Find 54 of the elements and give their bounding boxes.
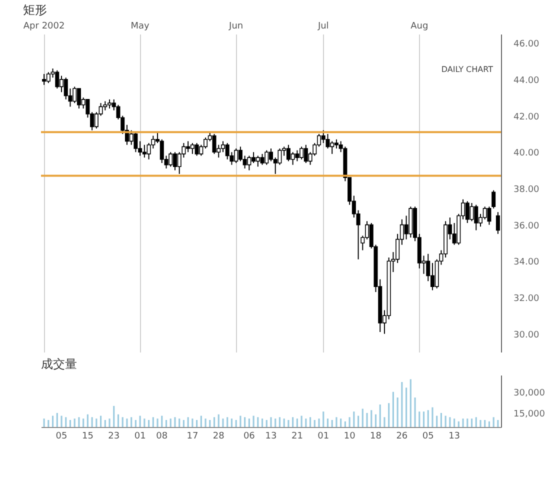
x-tick-label: 10 — [344, 432, 356, 442]
y-tick-label: 46.00 — [514, 40, 540, 50]
candlestick — [134, 132, 138, 153]
candlestick — [247, 155, 252, 171]
annotation: DAILY CHART — [441, 65, 494, 74]
x-tick-label: 01 — [318, 432, 330, 442]
x-tick-label: 28 — [212, 432, 225, 442]
y-tick-label: 44.00 — [514, 76, 540, 86]
y-tick-label: 32.00 — [514, 294, 540, 304]
candlestick — [129, 130, 134, 146]
x-tick-label: 05 — [56, 432, 68, 442]
candlestick — [264, 150, 269, 166]
x-tick-label: Aug — [410, 22, 428, 32]
x-tick-label: 18 — [370, 432, 382, 442]
x-tick-label: 13 — [448, 432, 460, 442]
y-tick-label: 40.00 — [514, 148, 540, 159]
x-tick-label: 08 — [156, 432, 168, 442]
candlestick — [492, 190, 496, 209]
chart-title: 矩形 — [22, 3, 47, 17]
candlestick — [55, 70, 60, 90]
candlestick — [326, 133, 330, 149]
candlestick — [496, 212, 500, 234]
y-tick-label: 34.00 — [514, 258, 540, 268]
x-tick-label: 21 — [291, 432, 303, 442]
candlestick — [290, 152, 295, 166]
x-tick-label: Apr 2002 — [23, 22, 65, 32]
candlestick — [487, 206, 492, 226]
x-tick-label: 13 — [265, 432, 277, 442]
candlestick — [295, 150, 300, 162]
candlestick — [42, 73, 46, 86]
x-tick-label: 05 — [422, 432, 434, 442]
y-tick-label: 38.00 — [514, 184, 540, 195]
candlestick — [470, 202, 474, 222]
x-tick-label: 01 — [134, 432, 146, 442]
chart-title: 成交量 — [41, 357, 77, 371]
x-tick-label: 26 — [396, 432, 408, 442]
x-tick-label: Jun — [228, 22, 244, 32]
candlestick — [482, 206, 487, 220]
x-tick-label: 23 — [108, 432, 120, 442]
x-tick-label: Jul — [316, 22, 329, 32]
x-tick-label: May — [130, 22, 150, 32]
candlestick — [212, 133, 216, 154]
x-tick-label: 17 — [186, 432, 198, 442]
y-tick-label: 30.00 — [514, 330, 540, 340]
candlestick — [474, 204, 478, 231]
candlestick — [260, 153, 264, 166]
y-tick-label: 42.00 — [514, 112, 540, 122]
x-tick-label: 06 — [243, 432, 256, 442]
y-tick-label: 36.00 — [514, 221, 540, 232]
y-tick-label: 30,000 — [514, 388, 546, 398]
y-tick-label: 15,000 — [514, 409, 546, 420]
candlestick — [194, 142, 199, 156]
candlestick — [168, 152, 173, 168]
x-tick-label: 15 — [82, 432, 94, 442]
